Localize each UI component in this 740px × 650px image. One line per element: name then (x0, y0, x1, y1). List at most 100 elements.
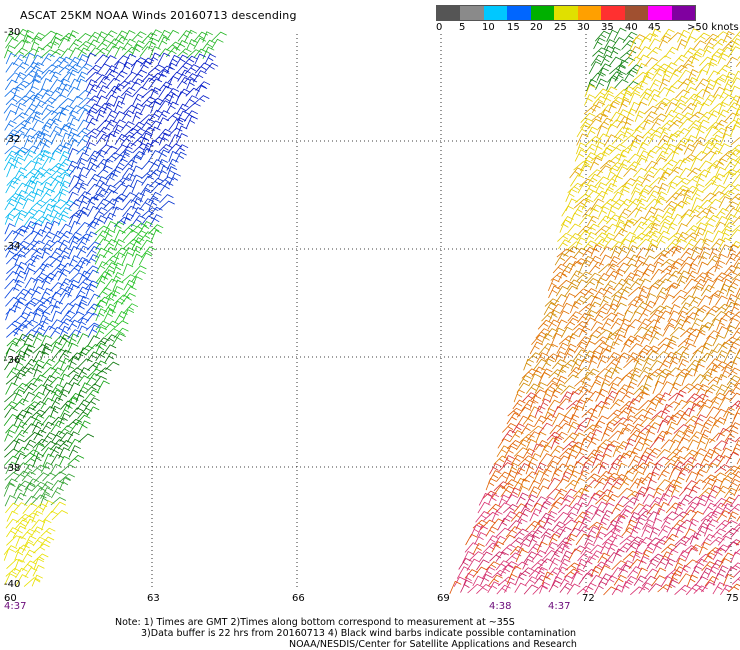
wind-barb (103, 238, 118, 250)
wind-barb (50, 479, 65, 491)
wind-barb (657, 525, 672, 537)
wind-barb (103, 69, 119, 81)
wind-barb (541, 358, 555, 371)
wind-barb (573, 295, 588, 306)
wind-barb (690, 53, 702, 65)
wind-barb (76, 71, 88, 82)
wind-barb (77, 367, 91, 379)
wind-barb (710, 94, 724, 106)
wind-barb (184, 29, 197, 43)
wind-barb (678, 112, 694, 123)
wind-barb (506, 412, 521, 425)
wind-barb (657, 501, 670, 515)
wind-barb (94, 149, 108, 163)
wind-barb (633, 385, 649, 395)
wind-barb (582, 371, 594, 386)
wind-barb (562, 348, 576, 362)
wind-barb (573, 161, 590, 171)
wind-barb (5, 271, 20, 281)
wind-barb (628, 447, 641, 459)
wind-barb (682, 189, 694, 203)
wind-barb (688, 485, 701, 497)
wind-barb (22, 483, 36, 497)
wind-barb (586, 390, 602, 402)
wind-barb (611, 37, 626, 49)
wind-barb (727, 503, 740, 515)
wind-barb (651, 517, 663, 530)
wind-barb (685, 547, 698, 561)
wind-barb (600, 198, 617, 209)
wind-barb (139, 239, 154, 251)
wind-barb (24, 111, 41, 123)
wind-barb (712, 502, 727, 514)
wind-barb (14, 452, 27, 466)
wind-barb (626, 198, 642, 210)
wind-barb (185, 87, 200, 97)
wind-barb (157, 128, 172, 139)
wind-barb (60, 132, 72, 147)
wind-barb (726, 317, 739, 329)
wind-barb (647, 38, 661, 50)
wind-barb (578, 214, 594, 226)
wind-barb (670, 542, 687, 553)
wind-barb (551, 521, 566, 531)
wind-barb (13, 446, 29, 458)
wind-barb (84, 389, 100, 401)
wind-barb (76, 375, 91, 386)
wind-barb (491, 510, 503, 522)
wind-barb (562, 488, 577, 500)
wind-barb (84, 52, 97, 66)
wind-barb (95, 275, 109, 289)
wind-barb (660, 28, 675, 41)
wind-barb (157, 165, 170, 180)
wind-barb (87, 205, 100, 217)
wind-barb (725, 451, 740, 465)
wind-barb (623, 117, 634, 130)
wind-barb (139, 189, 152, 203)
wind-barb (606, 303, 619, 315)
wind-barb (564, 285, 579, 298)
wind-barb (21, 560, 37, 571)
wind-barb (602, 280, 617, 291)
wind-barb (96, 63, 111, 75)
wind-barb (13, 324, 28, 337)
wind-barb (525, 461, 537, 475)
wind-barb (701, 581, 716, 593)
wind-barb (504, 581, 517, 593)
wind-barb (131, 253, 143, 266)
wind-barb (638, 285, 650, 298)
wind-barb (628, 455, 642, 467)
wind-barb (68, 445, 81, 458)
wind-barb (616, 462, 628, 475)
wind-barb (59, 286, 74, 297)
wind-barb (40, 188, 56, 201)
wind-barb (675, 177, 691, 187)
wind-barb (566, 533, 578, 545)
wind-barb (546, 455, 561, 467)
wind-barb (611, 584, 625, 596)
wind-barb (149, 45, 161, 59)
wind-barb (564, 317, 579, 329)
wind-barb (654, 507, 666, 521)
wind-barb (585, 223, 600, 234)
wind-barb (131, 237, 145, 249)
wind-barb (604, 332, 617, 345)
wind-barb (104, 110, 118, 123)
wind-barb (15, 350, 27, 362)
wind-barb (464, 542, 480, 553)
wind-barb (58, 158, 73, 169)
wind-barb (554, 252, 569, 266)
wind-barb (695, 358, 706, 370)
wind-barb (585, 473, 601, 482)
wind-barb (685, 471, 698, 483)
wind-barb (66, 431, 80, 443)
wind-barb (588, 381, 601, 393)
wind-barb (530, 502, 544, 513)
wind-barb (630, 586, 646, 596)
wind-barb (664, 455, 681, 466)
wind-barb (646, 285, 659, 298)
wind-barb (701, 312, 715, 322)
wind-barb (732, 70, 740, 82)
wind-barb (104, 119, 118, 130)
wind-barb (678, 487, 693, 497)
